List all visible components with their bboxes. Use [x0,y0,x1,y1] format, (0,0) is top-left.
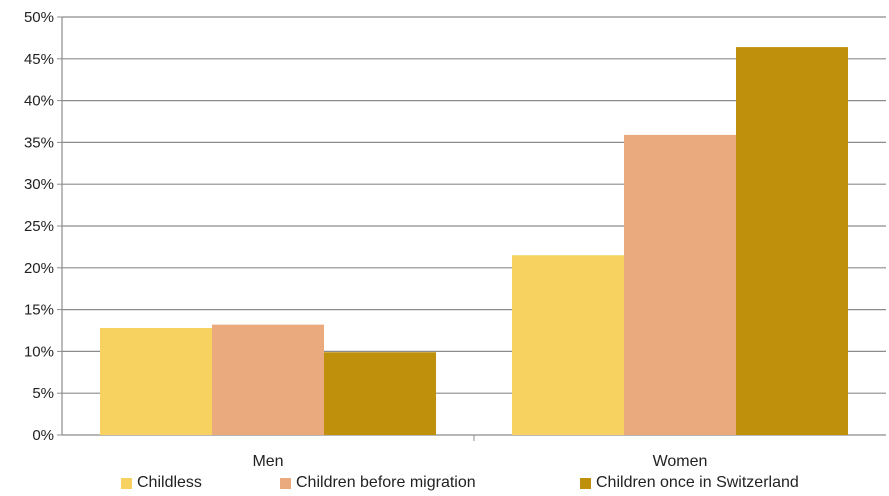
y-tick-label: 10% [24,343,54,360]
legend-label-childless: Childless [137,474,202,491]
x-category-labels: Men Women [252,453,707,470]
bar-men-children-once-in-switzerland [324,352,436,435]
bar-women-childless [512,255,624,435]
legend-item-children-before-migration: Children before migration [280,474,476,492]
y-tick-label: 15% [24,302,54,319]
x-category-label: Women [653,453,708,470]
y-tick-label: 5% [32,385,54,402]
bar-men-childless [100,327,212,435]
y-tick-label: 50% [24,9,54,26]
legend-swatch-childless [121,477,132,489]
y-tick-label: 45% [24,51,54,68]
legend-item-childless: Childless [121,474,202,492]
y-tick-label: 25% [24,218,54,235]
y-tick-label: 0% [32,427,54,444]
y-tick-label: 40% [24,93,54,110]
legend: Childless Children before migration Chil… [0,474,889,496]
y-tick-labels: 0% 5% 10% 15% 20% 25% 30% 35% 40% 45% 50% [24,9,54,444]
legend-swatch-children-before-migration [280,477,291,489]
bar-men-children-before-migration [212,324,324,435]
bars [100,47,848,435]
legend-label-children-before-migration: Children before migration [296,474,476,491]
x-category-label: Men [252,453,283,470]
y-tick-label: 20% [24,260,54,277]
bar-women-children-once-in-switzerland [736,47,848,435]
y-tick-label: 30% [24,176,54,193]
bar-women-children-before-migration [624,134,736,435]
legend-item-children-once-in-switzerland: Children once in Switzerland [580,474,799,492]
legend-swatch-children-once-in-switzerland [580,477,591,489]
y-tick-label: 35% [24,134,54,151]
legend-label-children-once-in-switzerland: Children once in Switzerland [596,474,799,491]
